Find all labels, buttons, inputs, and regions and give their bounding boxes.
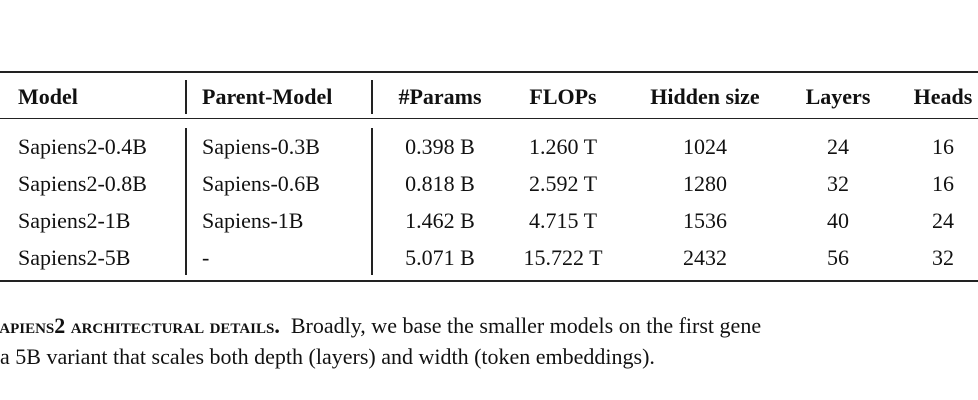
divider — [185, 128, 187, 275]
table-cell: Sapiens2-0.4B — [18, 134, 147, 159]
table-cell: 40 — [827, 208, 849, 233]
table-cell: 0.398 B — [405, 134, 475, 159]
table-cell: 32 — [827, 171, 849, 196]
table-cell: Sapiens-0.3B — [202, 134, 320, 159]
header-cell: Heads — [913, 84, 973, 109]
table-cell: 1536 — [683, 208, 727, 233]
table-cell: 4.715 T — [528, 208, 598, 233]
header-cell: Layers — [805, 84, 871, 109]
table-cell: 32 — [932, 245, 954, 270]
divider — [185, 80, 187, 114]
header-cell: Parent-Model — [202, 84, 333, 109]
header-cell: FLOPs — [529, 84, 597, 109]
caption-line: Sapiens2 architectural details. Broadly,… — [0, 313, 761, 339]
header-cell: Model — [18, 84, 78, 109]
table-cell: 2.592 T — [528, 171, 598, 196]
table-cell: 1280 — [683, 171, 727, 196]
table-cell: 56 — [827, 245, 849, 270]
mid-rule — [0, 118, 978, 120]
divider — [371, 128, 373, 275]
table-cell: 24 — [827, 134, 849, 159]
table-cell: 2432 — [683, 245, 727, 270]
table-cell: 5.071 B — [405, 245, 475, 270]
table-cell: Sapiens2-1B — [18, 208, 131, 233]
divider — [371, 80, 373, 114]
table-cell: 1.260 T — [528, 134, 598, 159]
table-cell: 16 — [932, 171, 954, 196]
table-cell: - — [202, 245, 210, 270]
table-cell: 1.462 B — [405, 208, 475, 233]
table-cell: 15.722 T — [523, 245, 603, 270]
caption-line: a 5B variant that scales both depth (lay… — [0, 344, 655, 369]
header-cell: #Params — [398, 84, 482, 109]
table-cell: 0.818 B — [405, 171, 475, 196]
table-cell: Sapiens-0.6B — [202, 171, 320, 196]
caption-title: Sapiens2 architectural details. — [0, 313, 280, 338]
table-cell: Sapiens2-5B — [18, 245, 131, 270]
top-rule — [0, 71, 978, 73]
caption-text: Broadly, we base the smaller models on t… — [290, 313, 762, 338]
table-cell: Sapiens-1B — [202, 208, 304, 233]
header-cell: Hidden size — [650, 84, 760, 109]
table-cell: 24 — [932, 208, 954, 233]
table-cell: 16 — [932, 134, 954, 159]
bottom-rule — [0, 280, 978, 282]
table-cell: Sapiens2-0.8B — [18, 171, 147, 196]
table-cell: 1024 — [683, 134, 727, 159]
